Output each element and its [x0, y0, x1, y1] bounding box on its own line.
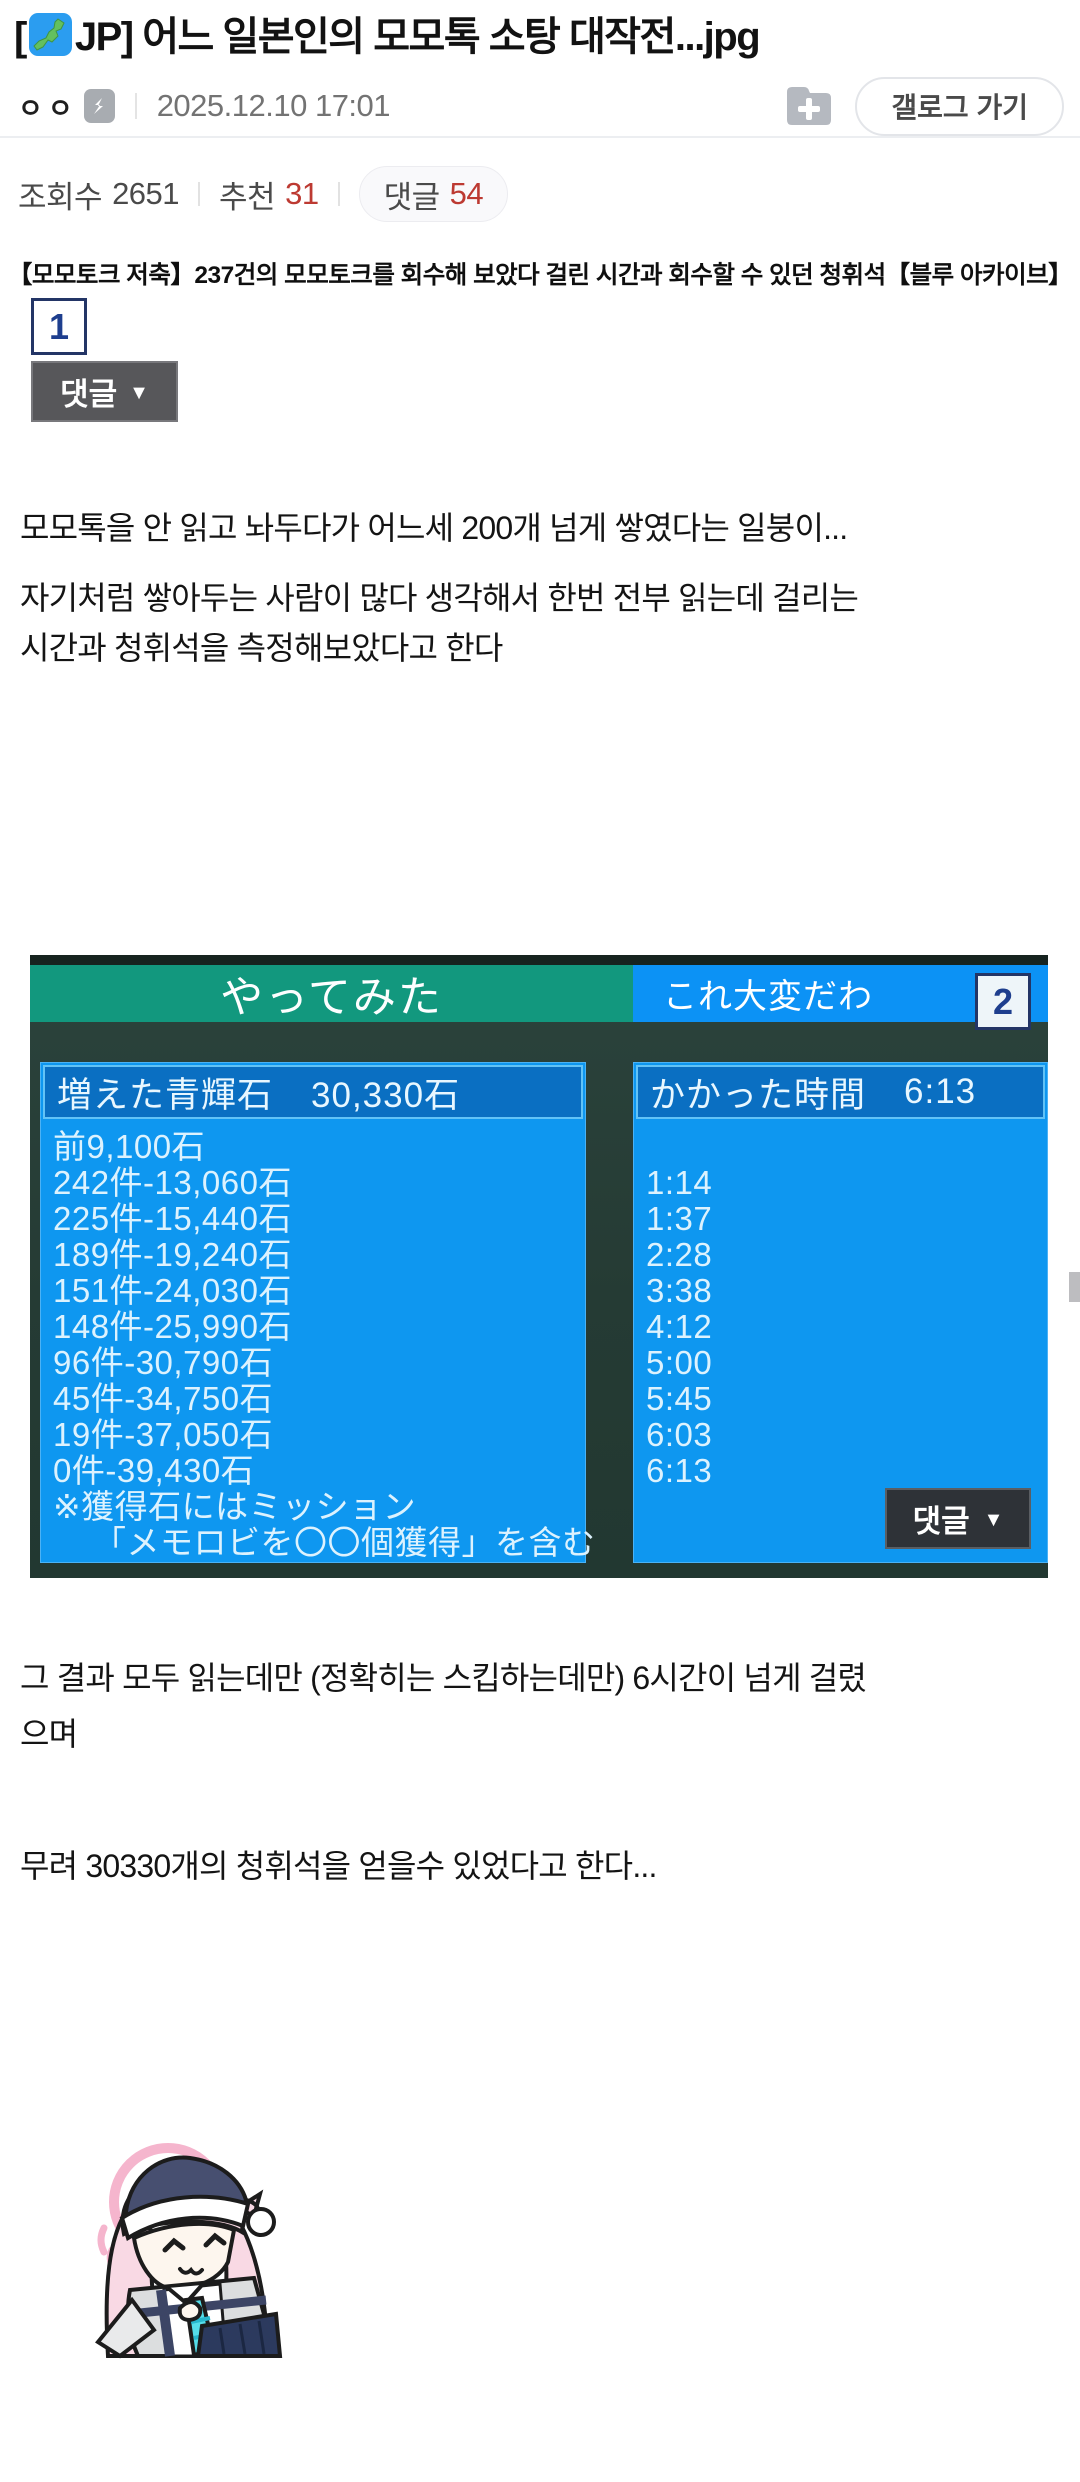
comments-label: 댓글: [383, 179, 441, 215]
list-item: 96件-30,790石: [53, 1344, 274, 1381]
gallog-badge-icon[interactable]: [83, 89, 115, 123]
comments-count: 54: [449, 176, 484, 211]
japan-map-emoji: [28, 12, 73, 57]
screenshot-left-caption: やってみた: [30, 965, 633, 1022]
page-title: [ JP] 어느 일본인의 모모톡 소탕 대작전...jpg: [14, 4, 1064, 62]
gems-panel-header: 増えた青輝石 30,330石: [43, 1065, 583, 1119]
stats-separator: [198, 182, 201, 206]
time-list: 1:14 1:37 2:28 3:38 4:12 5:00 5:45 6:03 …: [634, 1121, 1047, 1489]
list-item: 6:03: [646, 1416, 713, 1453]
body-paragraph-3-line1: 그 결과 모두 읽는데만 (정확히는 스킵하는데만) 6시간이 넘게 걸렸: [20, 1660, 867, 1696]
post-date: 2025.12.10 17:01: [156, 88, 391, 123]
stats-separator: [337, 182, 340, 206]
list-item: 前9,100石: [53, 1128, 206, 1165]
comment-toggle-button[interactable]: 댓글 ▼: [31, 361, 178, 422]
list-item: [646, 1129, 1047, 1165]
likes-label: 추천: [219, 179, 276, 215]
list-item: 5:00: [646, 1344, 713, 1381]
list-item: 148件-25,990石: [53, 1308, 292, 1345]
list-item: 0件-39,430石: [53, 1452, 255, 1489]
list-item: ※獲得石にはミッション: [53, 1488, 417, 1525]
body-paragraph-2: 자기처럼 쌓아두는 사람이 많다 생각해서 한번 전부 읽는데 걸리는 시간과 …: [20, 573, 1065, 673]
image-index-badge-1: 1: [31, 298, 87, 355]
folder-plus-icon[interactable]: [783, 84, 835, 128]
image-index-badge-2: 2: [975, 973, 1031, 1030]
list-item: 1:14: [646, 1164, 713, 1201]
gems-list: 前9,100石 242件-13,060石 225件-15,440石 189件-1…: [41, 1121, 596, 1561]
time-panel-header: かかった時間 6:13: [636, 1065, 1045, 1119]
list-item: 189件-19,240石: [53, 1236, 292, 1273]
header-divider: [0, 136, 1080, 138]
list-item: 19件-37,050石: [53, 1416, 274, 1453]
gallog-go-button[interactable]: 갤로그 가기: [855, 76, 1064, 136]
list-item: 5:45: [646, 1380, 713, 1417]
comment-toggle-label: 댓글: [912, 1504, 970, 1539]
embedded-game-screenshot[interactable]: やってみた これ大変だわ 2 増えた青輝石 30,330石 前9,100石 24…: [30, 955, 1048, 1578]
author-nickname: ㅇㅇ: [18, 93, 78, 124]
list-item: 45件-34,750石: [53, 1380, 274, 1417]
comments-count-pill[interactable]: 댓글 54: [358, 166, 509, 222]
screenshot-top-strip: [30, 955, 1048, 965]
comment-toggle-button-overlay[interactable]: 댓글 ▼: [885, 1488, 1031, 1549]
gems-header-label: 増えた青輝石: [57, 1075, 274, 1115]
list-item: 「メモロビを〇〇個獲得」を含む: [93, 1524, 596, 1561]
dropdown-triangle-icon: ▼: [983, 1509, 1004, 1531]
page-scrollbar-thumb[interactable]: [1069, 1272, 1080, 1302]
body-paragraph-1: 모모톡을 안 읽고 놔두다가 어느세 200개 넘게 쌓였다는 일붕이...: [20, 510, 848, 546]
list-item: 151件-24,030石: [53, 1272, 292, 1309]
body-paragraph-2-line1: 자기처럼 쌓아두는 사람이 많다 생각해서 한번 전부 읽는데 걸리는: [20, 580, 859, 616]
likes-count: 31: [285, 176, 319, 211]
list-item: 242件-13,060石: [53, 1164, 292, 1201]
gems-header-value: 30,330石: [311, 1075, 461, 1115]
post-headline: 【모모토크 저축】237건의 모모토크를 회수해 보았다 걸린 시간과 회수할 …: [7, 262, 1073, 289]
list-item: 2:28: [646, 1236, 713, 1273]
body-paragraph-2-line2: 시간과 청휘석을 측정해보았다고 한다: [20, 630, 503, 666]
views-count: 2651: [112, 176, 180, 211]
time-header-value: 6:13: [904, 1072, 977, 1111]
gems-panel: 増えた青輝石 30,330石 前9,100石 242件-13,060石 225件…: [40, 1062, 596, 1563]
time-panel: かかった時間 6:13 1:14 1:37 2:28 3:38 4:12 5:0…: [633, 1062, 1048, 1563]
dropdown-triangle-icon: ▼: [129, 382, 149, 404]
body-paragraph-4: 무려 30330개의 청휘석을 얻을수 있었다고 한다...: [20, 1848, 657, 1884]
time-header-label: かかった時間: [650, 1075, 867, 1115]
comment-toggle-label: 댓글: [60, 377, 118, 412]
character-illustration: [68, 2138, 300, 2370]
body-paragraph-3: 그 결과 모두 읽는데만 (정확히는 스킵하는데만) 6시간이 넘게 걸렸 으며: [20, 1650, 1065, 1762]
list-item: 4:12: [646, 1308, 713, 1345]
list-item: 1:37: [646, 1200, 713, 1237]
list-item: 6:13: [646, 1452, 713, 1489]
list-item: 225件-15,440石: [53, 1200, 292, 1237]
header-separator: [134, 93, 137, 119]
title-text-rest: JP] 어느 일본인의 모모톡 소탕 대작전...jpg: [74, 15, 761, 59]
title-text-open: [: [14, 15, 27, 59]
author-row: ㅇㅇ 2025.12.10 17:01 갤로그 가기: [18, 76, 1064, 136]
stats-row: 조회수 2651 추천 31 댓글 54: [18, 166, 509, 222]
body-paragraph-3-line2: 으며: [20, 1716, 78, 1752]
list-item: 3:38: [646, 1272, 713, 1309]
views-label: 조회수: [18, 179, 103, 215]
